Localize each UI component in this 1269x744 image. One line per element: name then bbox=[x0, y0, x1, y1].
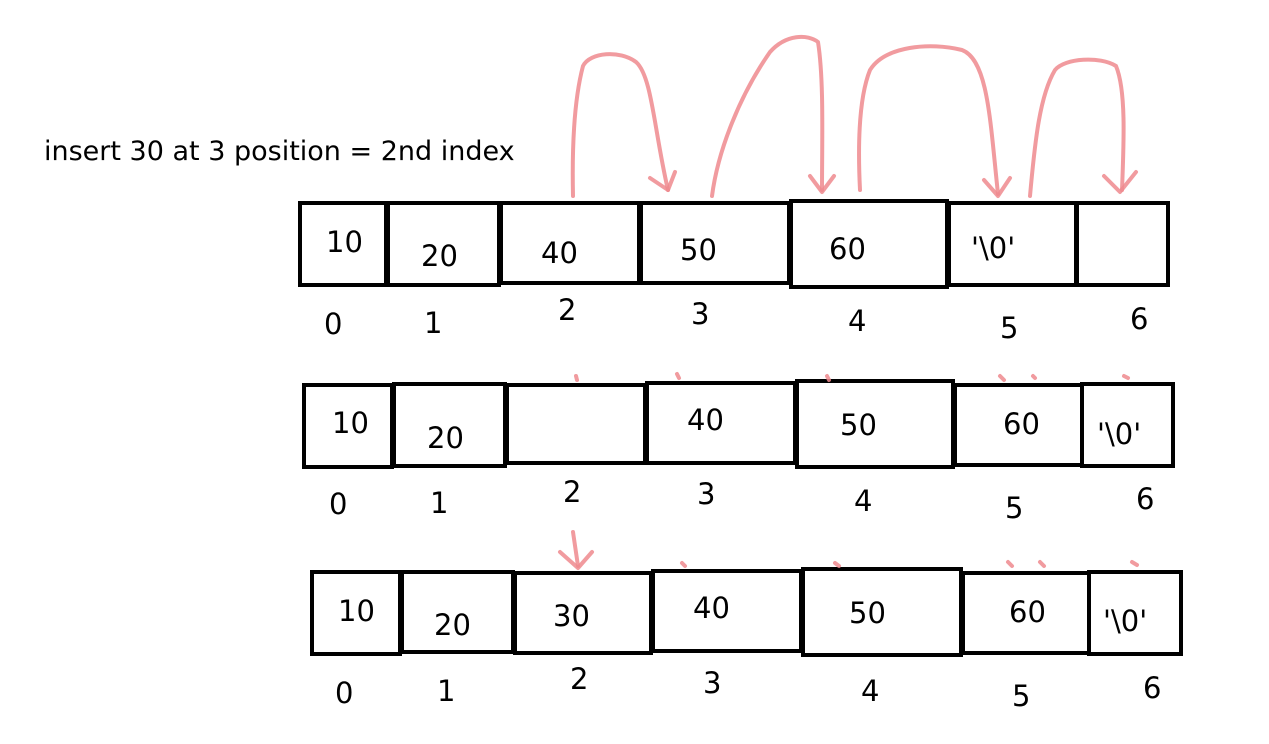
cell-value: 10 bbox=[338, 594, 375, 628]
array-cell: '\0' bbox=[947, 201, 1078, 287]
index-label: 5 bbox=[1005, 491, 1024, 525]
index-label: 3 bbox=[703, 666, 722, 700]
cell-value: 60 bbox=[1003, 407, 1040, 441]
index-label: 2 bbox=[570, 662, 589, 696]
arrow-tick bbox=[675, 372, 681, 380]
arrowhead bbox=[808, 174, 836, 194]
arrowhead bbox=[982, 176, 1012, 198]
index-label: 2 bbox=[558, 293, 577, 327]
array-cell: 60 bbox=[961, 571, 1091, 655]
shift-arrow-3-to-4 bbox=[710, 34, 825, 198]
index-label: 4 bbox=[848, 304, 867, 338]
cell-value: '\0' bbox=[1103, 604, 1148, 638]
index-label: 6 bbox=[1130, 302, 1149, 336]
index-label: 1 bbox=[437, 674, 456, 708]
array-cell: 60 bbox=[789, 199, 949, 289]
cell-value: 20 bbox=[434, 608, 471, 642]
cell-value: 10 bbox=[326, 225, 363, 259]
cell-value: 20 bbox=[421, 239, 458, 273]
index-label: 4 bbox=[861, 674, 880, 708]
arrow-tick bbox=[1038, 560, 1046, 568]
index-label: 3 bbox=[691, 297, 710, 331]
arrowhead bbox=[1102, 170, 1138, 194]
shift-arrow-4-to-5 bbox=[857, 44, 1000, 196]
arrowhead bbox=[558, 550, 594, 570]
array-cell: 40 bbox=[645, 381, 797, 465]
cell-value: '\0' bbox=[971, 231, 1016, 265]
index-label: 5 bbox=[1000, 311, 1019, 345]
cell-value: 60 bbox=[1009, 595, 1046, 629]
arrowhead bbox=[648, 170, 677, 192]
array-cell: '\0' bbox=[1087, 570, 1183, 656]
cell-value: 30 bbox=[553, 599, 590, 633]
arrow-tick bbox=[680, 561, 687, 568]
cell-value: 10 bbox=[332, 406, 369, 440]
shift-arrow-2-to-3 bbox=[570, 52, 670, 198]
index-label: 6 bbox=[1136, 482, 1155, 516]
index-label: 1 bbox=[430, 486, 449, 520]
arrow-tick bbox=[833, 561, 841, 568]
cell-value: 50 bbox=[849, 596, 886, 630]
cell-value: '\0' bbox=[1097, 417, 1142, 451]
array-cell: 10 bbox=[302, 383, 394, 469]
array-cell: 30 bbox=[513, 571, 653, 655]
index-label: 3 bbox=[697, 477, 716, 511]
insert-arrow bbox=[571, 530, 580, 568]
array-cell: 20 bbox=[400, 570, 515, 654]
array-cell: '\0' bbox=[1080, 382, 1175, 468]
cell-value: 60 bbox=[829, 232, 866, 266]
array-cell: 50 bbox=[639, 201, 791, 285]
index-label: 2 bbox=[563, 475, 582, 509]
array-cell: 10 bbox=[298, 201, 388, 287]
cell-value: 20 bbox=[427, 421, 464, 455]
index-label: 1 bbox=[424, 306, 443, 340]
cell-value: 40 bbox=[693, 591, 730, 625]
index-label: 5 bbox=[1012, 679, 1031, 713]
array-cell: 40 bbox=[499, 201, 641, 285]
array-cell: 50 bbox=[801, 567, 963, 657]
arrow-tick bbox=[1122, 374, 1130, 380]
array-cell bbox=[505, 383, 647, 465]
diagram-title: insert 30 at 3 position = 2nd index bbox=[44, 136, 515, 167]
array-cell: 50 bbox=[795, 379, 955, 469]
index-label: 0 bbox=[335, 676, 354, 710]
index-label: 6 bbox=[1143, 671, 1162, 705]
arrow-tick bbox=[574, 374, 579, 382]
cell-value: 40 bbox=[687, 403, 724, 437]
index-label: 0 bbox=[329, 487, 348, 521]
arrow-tick bbox=[1031, 374, 1037, 380]
cell-value: 50 bbox=[840, 408, 877, 442]
array-cell: 40 bbox=[651, 569, 803, 653]
array-cell: 20 bbox=[386, 201, 501, 287]
array-cell: 20 bbox=[392, 382, 507, 468]
arrow-tick bbox=[1006, 560, 1014, 568]
array-cell: 10 bbox=[310, 570, 402, 656]
array-cell bbox=[1075, 201, 1170, 287]
index-label: 4 bbox=[854, 484, 873, 518]
cell-value: 40 bbox=[541, 236, 578, 270]
arrow-tick bbox=[998, 374, 1006, 382]
index-label: 0 bbox=[324, 307, 343, 341]
cell-value: 50 bbox=[680, 233, 717, 267]
array-cell: 60 bbox=[953, 383, 1084, 467]
arrow-tick bbox=[1130, 560, 1139, 567]
shift-arrow-5-to-6 bbox=[1028, 57, 1126, 198]
